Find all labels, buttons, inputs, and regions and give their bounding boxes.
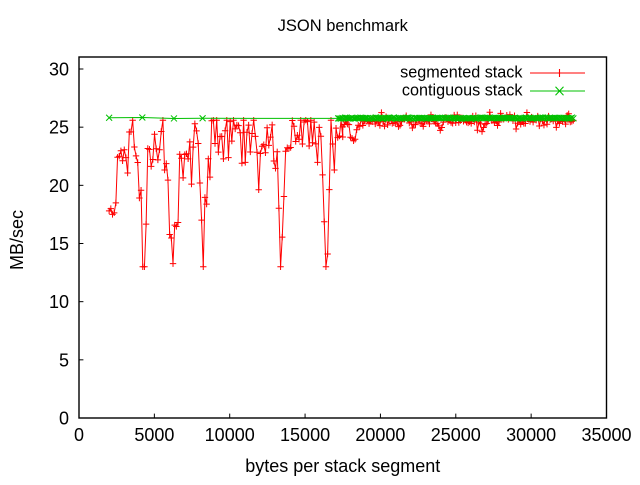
svg-text:20: 20: [49, 176, 69, 196]
svg-text:10: 10: [49, 292, 69, 312]
svg-text:25000: 25000: [431, 425, 481, 445]
svg-text:JSON benchmark: JSON benchmark: [278, 17, 409, 35]
svg-text:20000: 20000: [355, 425, 405, 445]
svg-text:25: 25: [49, 118, 69, 138]
svg-text:bytes per stack segment: bytes per stack segment: [245, 456, 440, 476]
svg-text:30000: 30000: [506, 425, 556, 445]
svg-text:MB/sec: MB/sec: [7, 210, 27, 270]
svg-text:15: 15: [49, 234, 69, 254]
svg-text:10000: 10000: [205, 425, 255, 445]
svg-text:contiguous stack: contiguous stack: [402, 82, 523, 100]
svg-text:5000: 5000: [134, 425, 174, 445]
svg-text:0: 0: [74, 425, 84, 445]
svg-text:35000: 35000: [581, 425, 631, 445]
svg-text:segmented stack: segmented stack: [400, 64, 523, 82]
svg-text:0: 0: [59, 409, 69, 429]
svg-text:15000: 15000: [280, 425, 330, 445]
svg-text:30: 30: [49, 60, 69, 80]
svg-text:5: 5: [59, 350, 69, 370]
